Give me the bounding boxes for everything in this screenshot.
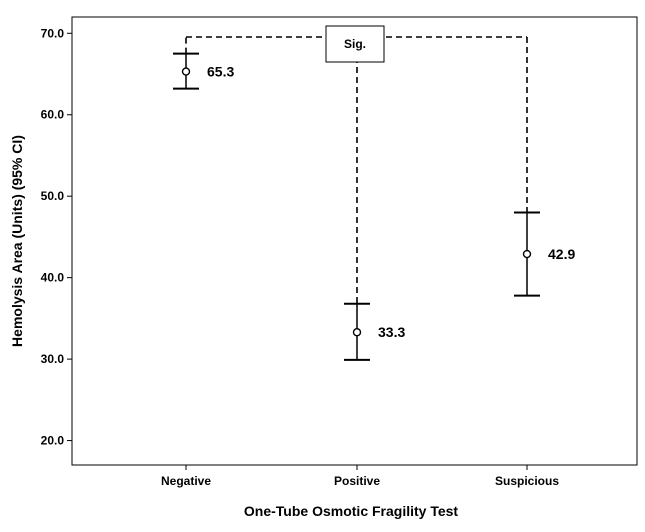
mean-label: 33.3	[378, 324, 405, 340]
y-tick-label: 40.0	[41, 271, 65, 285]
x-tick-label: Positive	[334, 474, 380, 488]
sig-label: Sig.	[344, 37, 366, 51]
x-tick-label: Negative	[161, 474, 211, 488]
mean-point	[524, 251, 531, 258]
significance-bracket: Sig.	[186, 26, 527, 304]
plot-frame	[72, 17, 637, 465]
y-tick-label: 50.0	[41, 189, 65, 203]
mean-label: 42.9	[548, 246, 575, 262]
mean-point	[183, 68, 190, 75]
y-tick-label: 70.0	[41, 26, 65, 40]
x-axis-title: One-Tube Osmotic Fragility Test	[244, 503, 459, 519]
y-axis-ticks: 20.0 30.0 40.0 50.0 60.0 70.0	[41, 26, 72, 447]
error-bars: 65.3 33.3 42.9	[173, 54, 575, 360]
y-tick-label: 60.0	[41, 108, 65, 122]
y-axis-title: Hemolysis Area (Units) (95% CI)	[9, 135, 25, 347]
mean-point	[354, 329, 361, 336]
x-tick-label: Suspicious	[495, 474, 559, 488]
y-tick-label: 30.0	[41, 352, 65, 366]
x-axis-ticks: Negative Positive Suspicious	[161, 465, 559, 488]
mean-label: 65.3	[207, 64, 234, 80]
y-tick-label: 20.0	[41, 434, 65, 448]
